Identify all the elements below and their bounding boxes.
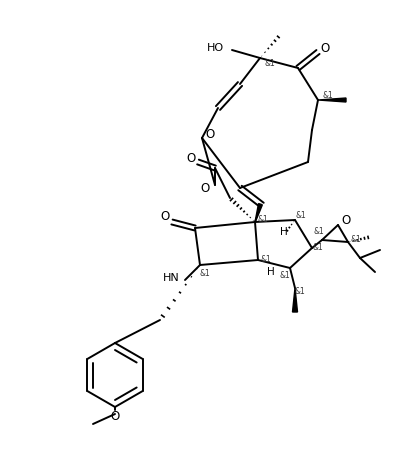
Text: &1: &1 bbox=[280, 272, 291, 280]
Text: HO: HO bbox=[207, 43, 224, 53]
Text: &1: &1 bbox=[258, 214, 268, 224]
Text: O: O bbox=[160, 211, 170, 224]
Text: &1: &1 bbox=[261, 255, 271, 265]
Text: O: O bbox=[341, 214, 351, 227]
Text: H: H bbox=[280, 227, 288, 237]
Text: O: O bbox=[320, 42, 330, 55]
Text: HN: HN bbox=[163, 273, 180, 283]
Polygon shape bbox=[318, 98, 346, 102]
Text: &1: &1 bbox=[312, 243, 323, 253]
Text: &1: &1 bbox=[295, 287, 305, 297]
Text: O: O bbox=[110, 411, 120, 424]
Text: O: O bbox=[205, 128, 215, 141]
Polygon shape bbox=[255, 204, 261, 222]
Text: &1: &1 bbox=[314, 227, 324, 237]
Text: &1: &1 bbox=[265, 59, 275, 67]
Text: &1: &1 bbox=[296, 211, 306, 219]
Text: O: O bbox=[200, 182, 210, 195]
Text: &1: &1 bbox=[351, 235, 361, 243]
Text: &1: &1 bbox=[323, 91, 334, 99]
Text: H: H bbox=[267, 267, 275, 277]
Polygon shape bbox=[293, 288, 297, 312]
Text: O: O bbox=[186, 152, 196, 165]
Text: &1: &1 bbox=[200, 268, 211, 278]
